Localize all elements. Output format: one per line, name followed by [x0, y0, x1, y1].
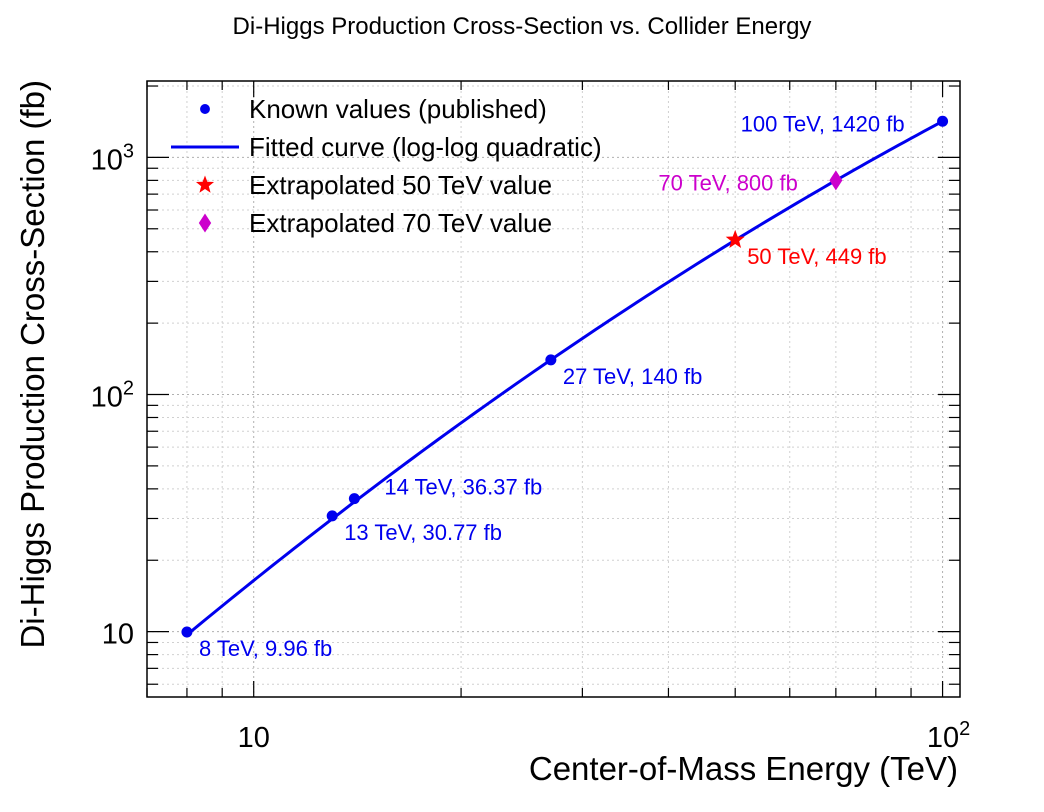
y-axis-label: Di-Higgs Production Cross-Section (fb): [14, 80, 51, 649]
data-label: 8 TeV, 9.96 fb: [199, 636, 332, 661]
data-label: 13 TeV, 30.77 fb: [344, 520, 502, 545]
data-point: [348, 493, 360, 505]
data-label: 100 TeV, 1420 fb: [741, 111, 905, 136]
legend-label: Fitted curve (log-log quadratic): [249, 132, 602, 162]
legend-marker: [200, 104, 210, 114]
y-tick-label: 10: [102, 619, 134, 651]
y-tick-label: 103: [91, 140, 134, 176]
plot-frame: [146, 80, 961, 698]
axis-ticks: [146, 81, 960, 697]
grid: [146, 81, 960, 697]
legend-marker: [195, 175, 215, 193]
data-point: [545, 354, 557, 366]
legend-marker: [198, 213, 212, 233]
tick-labels: 10 102 10 102 103: [91, 140, 971, 754]
star-point: [725, 229, 745, 248]
point-annotations: 8 TeV, 9.96 fb 13 TeV, 30.77 fb 14 TeV, 36…: [199, 111, 905, 661]
legend: Known values (published) Fitted curve (lo…: [171, 94, 602, 238]
diamond-point: [829, 170, 843, 191]
x-tick-label: 10: [238, 722, 270, 754]
y-tick-label: 102: [91, 378, 134, 414]
x-tick-label: 102: [927, 718, 970, 754]
data-point: [937, 115, 949, 127]
data-label: 14 TeV, 36.37 fb: [384, 475, 542, 500]
series-layer: [181, 115, 949, 638]
legend-label: Extrapolated 50 TeV value: [249, 170, 552, 200]
legend-label: Extrapolated 70 TeV value: [249, 208, 552, 238]
fitted-curve-line: [185, 120, 944, 636]
data-point: [181, 626, 193, 638]
data-label: 70 TeV, 800 fb: [658, 170, 797, 195]
x-axis-label: Center-of-Mass Energy (TeV): [529, 750, 958, 787]
chart-title: Di-Higgs Production Cross-Section vs. Co…: [233, 13, 812, 40]
data-label: 50 TeV, 449 fb: [747, 244, 886, 269]
legend-label: Known values (published): [249, 94, 547, 124]
data-point: [326, 510, 338, 522]
data-label: 27 TeV, 140 fb: [563, 364, 702, 389]
